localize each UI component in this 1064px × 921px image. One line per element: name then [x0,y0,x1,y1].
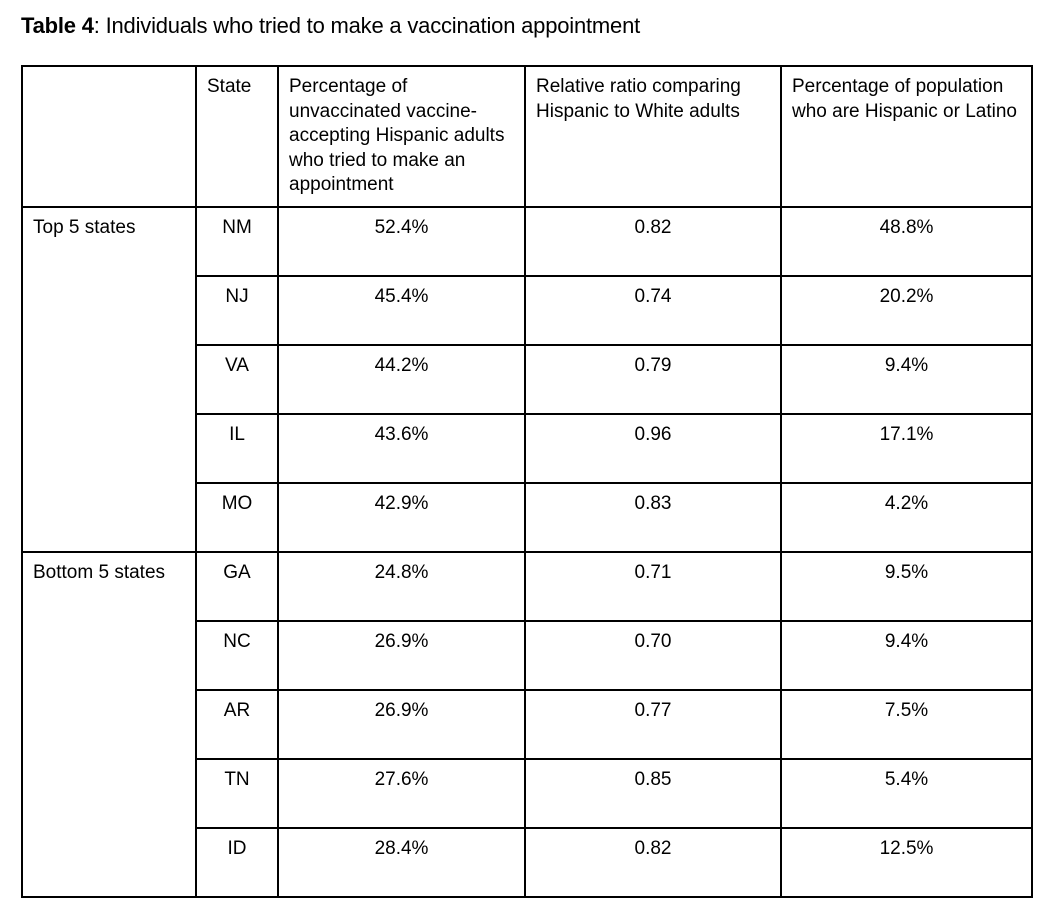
pct-pop-cell: 4.2% [780,481,1033,553]
group-cell-bottom5: Bottom 5 states [21,550,197,898]
header-row: State Percentage of unvaccinated vaccine… [21,65,1033,208]
ratio-cell: 0.74 [524,274,782,346]
ratio-cell: 0.83 [524,481,782,553]
pct-tried-cell: 45.4% [277,274,526,346]
ratio-cell: 0.70 [524,619,782,691]
ratio-cell: 0.79 [524,343,782,415]
pct-tried-cell: 24.8% [277,550,526,622]
state-cell: VA [195,343,279,415]
state-cell: IL [195,412,279,484]
state-cell: ID [195,826,279,898]
pct-pop-cell: 9.4% [780,343,1033,415]
state-cell: TN [195,757,279,829]
ratio-cell: 0.77 [524,688,782,760]
pct-tried-cell: 44.2% [277,343,526,415]
pct-pop-cell: 17.1% [780,412,1033,484]
header-state: State [195,65,279,208]
state-cell: GA [195,550,279,622]
row-va: VA 44.2% 0.79 9.4% [22,343,1033,415]
row-id: ID 28.4% 0.82 12.5% [22,826,1033,898]
header-pct-population: Percentage of population who are Hispani… [780,65,1033,208]
pct-tried-cell: 26.9% [277,688,526,760]
ratio-cell: 0.82 [524,826,782,898]
table-caption: Table 4: Individuals who tried to make a… [21,12,1064,39]
document-page: Table 4: Individuals who tried to make a… [21,12,1064,898]
pct-pop-cell: 12.5% [780,826,1033,898]
state-cell: AR [195,688,279,760]
pct-tried-cell: 26.9% [277,619,526,691]
pct-pop-cell: 9.4% [780,619,1033,691]
state-cell: NM [195,205,279,277]
row-nm: Top 5 states NM 52.4% 0.82 48.8% [21,205,1033,553]
pct-pop-cell: 20.2% [780,274,1033,346]
state-cell: MO [195,481,279,553]
pct-pop-cell: 7.5% [780,688,1033,760]
pct-pop-cell: 48.8% [780,205,1033,277]
row-ga: Bottom 5 states GA 24.8% 0.71 9.5% [21,550,1033,898]
pct-tried-cell: 28.4% [277,826,526,898]
header-pct-tried: Percentage of unvaccinated vaccine- acce… [277,65,526,208]
table-caption-number: Table 4 [21,13,94,38]
group-cell-top5: Top 5 states [21,205,197,553]
pct-tried-cell: 42.9% [277,481,526,553]
row-tn: TN 27.6% 0.85 5.4% [22,757,1033,829]
row-ar: AR 26.9% 0.77 7.5% [22,688,1033,760]
vaccination-appointment-table: State Percentage of unvaccinated vaccine… [21,65,1033,898]
state-cell: NJ [195,274,279,346]
pct-tried-cell: 27.6% [277,757,526,829]
ratio-cell: 0.71 [524,550,782,622]
table-caption-text: : Individuals who tried to make a vaccin… [93,13,641,38]
ratio-cell: 0.82 [524,205,782,277]
ratio-cell: 0.85 [524,757,782,829]
row-nc: NC 26.9% 0.70 9.4% [22,619,1033,691]
header-relative-ratio: Relative ratio comparing Hispanic to Whi… [524,65,782,208]
pct-tried-cell: 43.6% [277,412,526,484]
pct-tried-cell: 52.4% [277,205,526,277]
ratio-cell: 0.96 [524,412,782,484]
row-mo: MO 42.9% 0.83 4.2% [22,481,1033,553]
pct-pop-cell: 9.5% [780,550,1033,622]
state-cell: NC [195,619,279,691]
header-blank [21,65,197,208]
pct-pop-cell: 5.4% [780,757,1033,829]
row-nj: NJ 45.4% 0.74 20.2% [22,274,1033,346]
row-il: IL 43.6% 0.96 17.1% [22,412,1033,484]
